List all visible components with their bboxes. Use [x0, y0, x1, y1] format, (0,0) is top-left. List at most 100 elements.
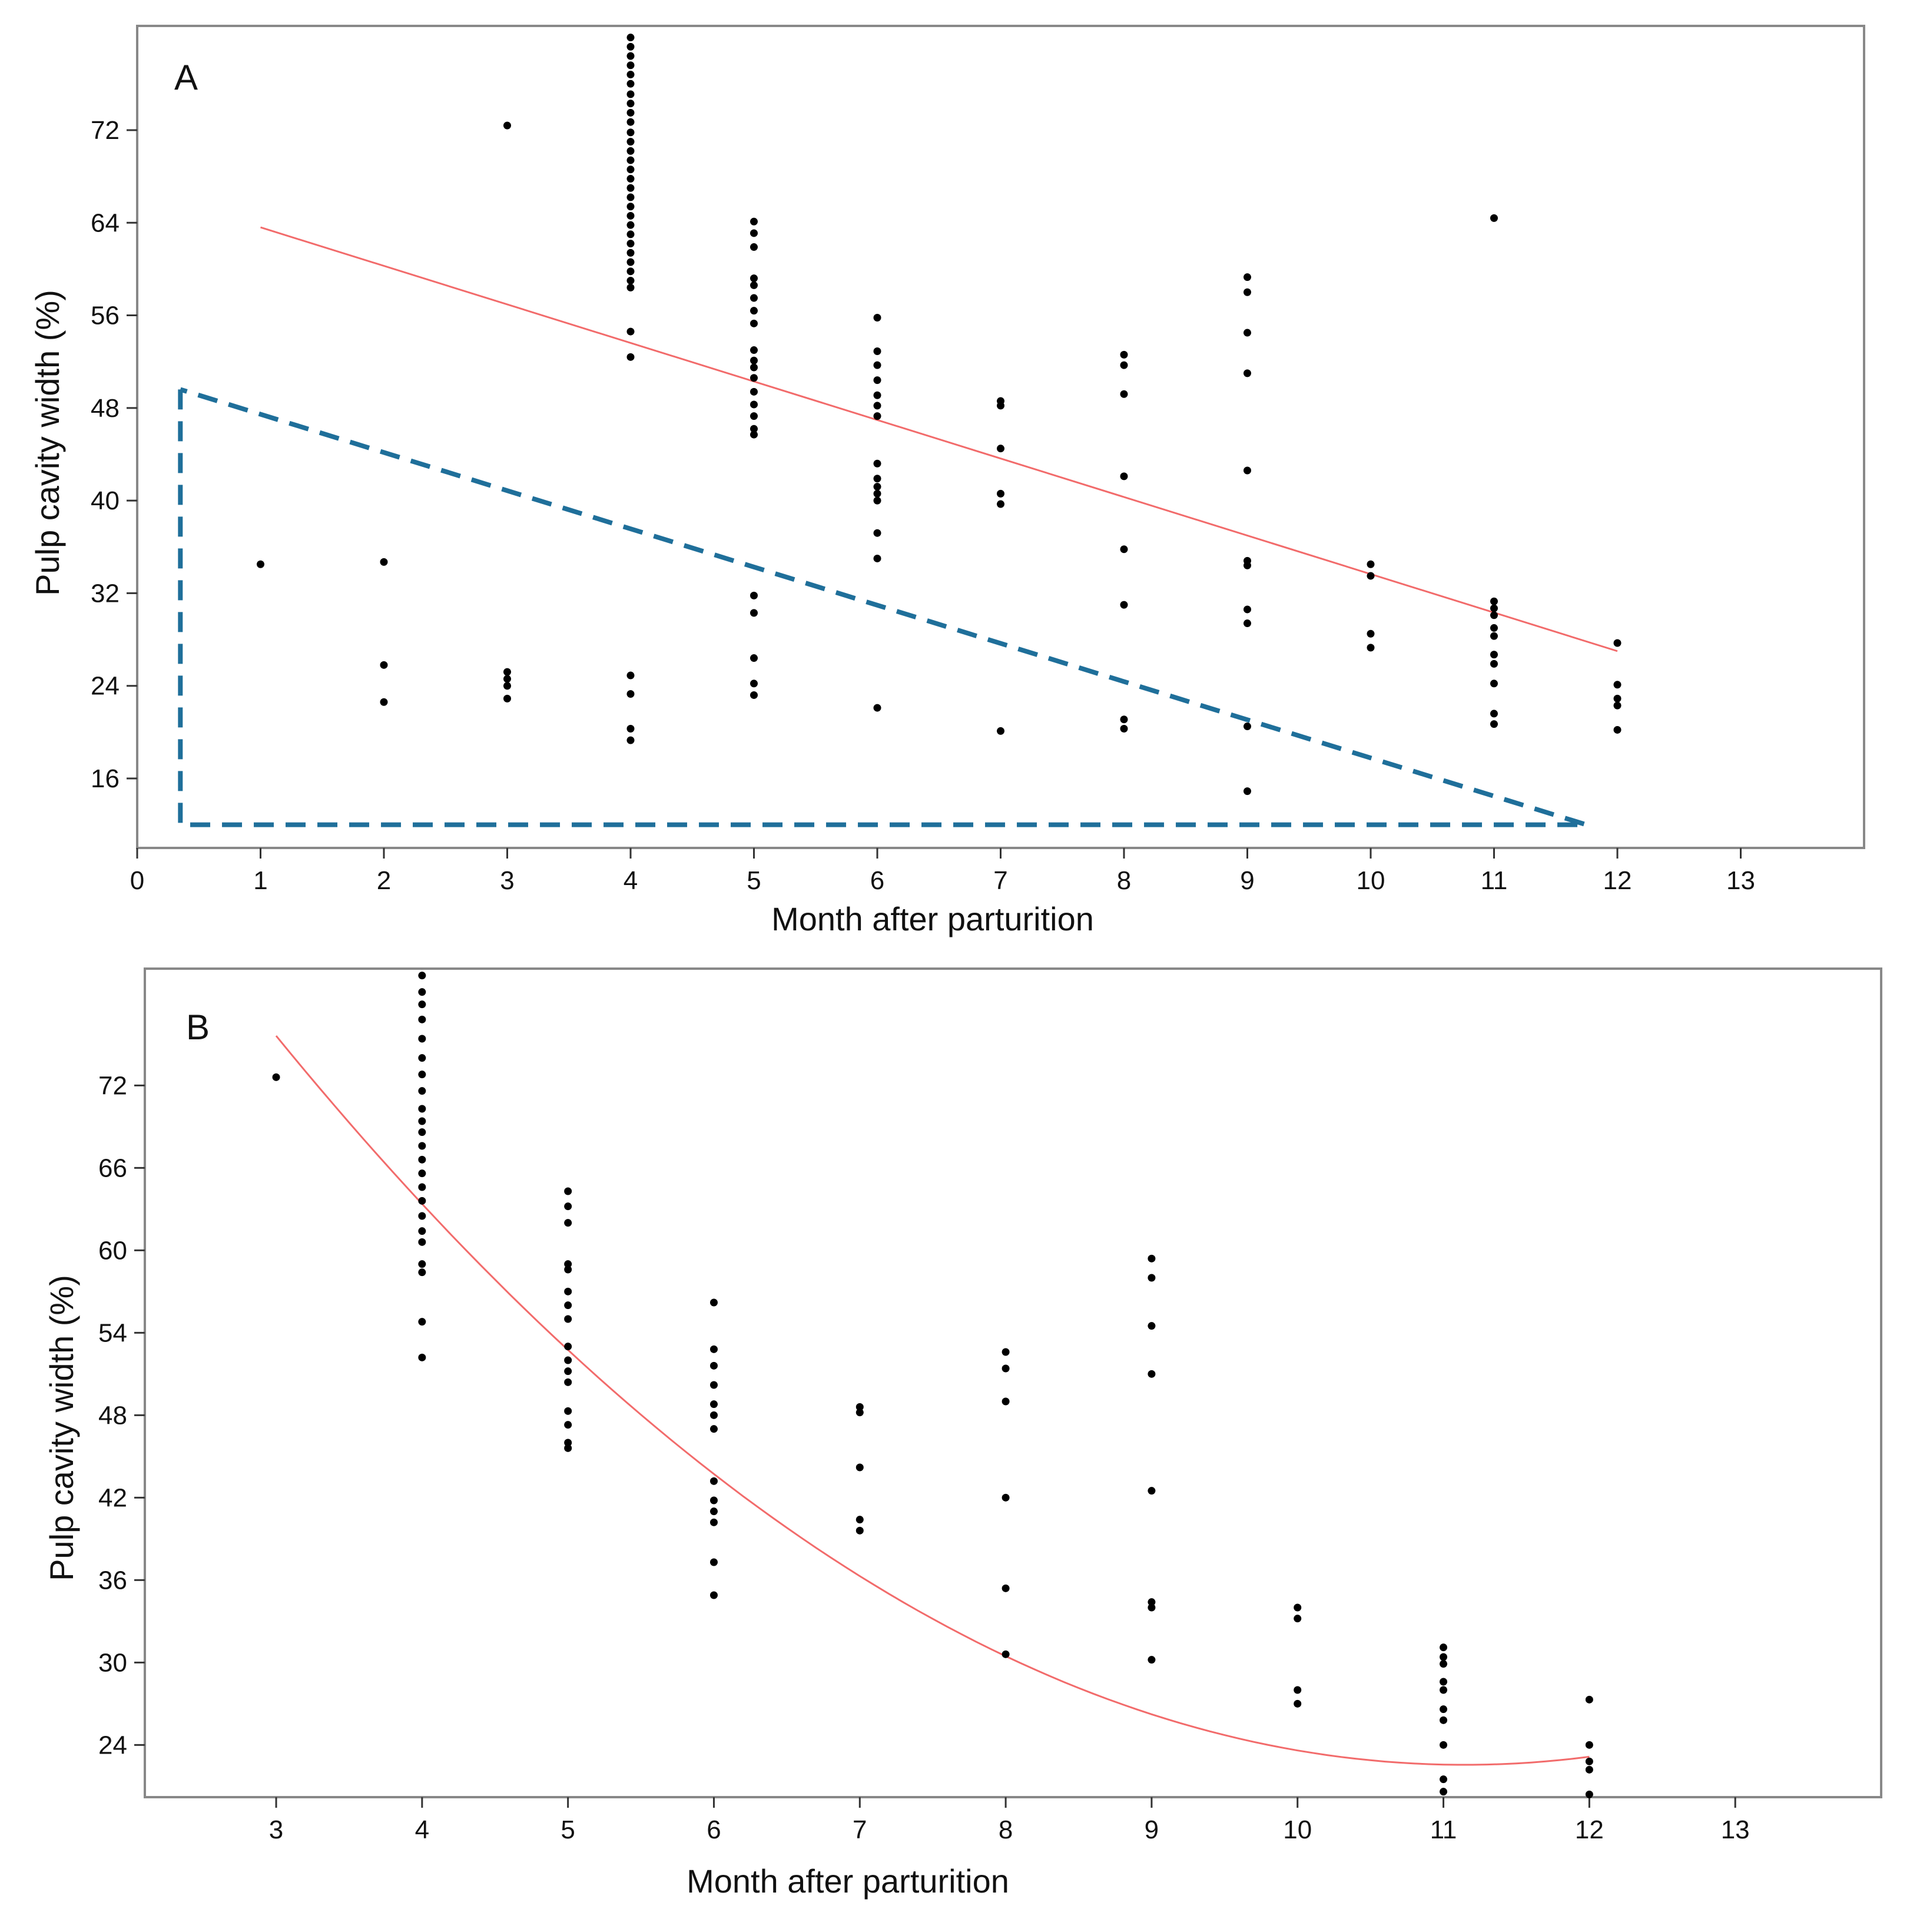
panel-b-data-point	[709, 1507, 718, 1516]
panel-a-y-tick-label: 56	[91, 301, 120, 330]
panel-b-data-point	[418, 1128, 426, 1136]
panel-a-data-point	[750, 680, 758, 688]
panel-b-data-point	[1440, 1775, 1448, 1784]
panel-a-x-tick-label: 9	[1240, 866, 1254, 895]
panel-a-data-point	[626, 327, 635, 336]
panel-a-data-point	[873, 475, 881, 483]
panel-a-data-point	[1244, 723, 1251, 731]
panel-a-data-point	[626, 128, 635, 137]
panel-b-data-point	[1002, 1397, 1010, 1406]
panel-a-data-point	[626, 248, 635, 257]
panel-a-dashed-region	[178, 387, 1587, 827]
panel-a-data-point	[626, 118, 635, 126]
panel-a-data-point	[750, 654, 758, 662]
panel-b-fit-curve	[275, 1035, 1590, 1766]
panel-a-data-point	[750, 346, 758, 354]
panel-a-data-point	[626, 230, 635, 238]
panel-a-data-point	[1367, 560, 1375, 568]
panel-a-x-tick-label: 8	[1117, 866, 1131, 895]
panel-a-data-point	[1244, 288, 1251, 296]
panel-a-data-point	[626, 283, 635, 291]
panel-b-data-point	[418, 1155, 426, 1164]
panel-b-data-point	[564, 1343, 572, 1351]
panel-a-x-ticks: 0 1 2 3 4 5 6 7 8 9 10 11 12 13	[130, 848, 1755, 895]
panel-a-data-point	[503, 121, 511, 130]
panel-a-y-tick-label: 24	[91, 672, 120, 701]
panel-a-x-tick-label: 12	[1603, 866, 1632, 895]
panel-b-data-point	[418, 1105, 426, 1113]
panel-b-data-point	[418, 988, 426, 996]
panel-b-data-point	[564, 1378, 572, 1386]
panel-b-x-tick-label: 6	[707, 1815, 721, 1844]
panel-a-data-point	[997, 727, 1004, 735]
panel-b-x-tick-label: 11	[1430, 1815, 1457, 1844]
panel-b-data-point	[855, 1516, 864, 1524]
panel-b-data-point	[564, 1260, 572, 1268]
panel-a-data-point	[380, 558, 388, 566]
panel-b-data-point	[1148, 1603, 1156, 1612]
panel-a-data-point	[750, 356, 758, 364]
panel-a-data-point	[626, 221, 635, 229]
panel-a-data-point	[1490, 611, 1498, 619]
panel-a-y-tick-label: 16	[91, 764, 120, 793]
panel-b-data-point	[1148, 1274, 1156, 1282]
panel-a-data-point	[626, 258, 635, 266]
panel-a-data-point	[1367, 629, 1375, 638]
panel-b-y-ticks: 24 30 36 42 48 54 60 66 72	[98, 1071, 145, 1759]
panel-b-data-point	[1440, 1686, 1448, 1694]
panel-a-data-point	[1613, 701, 1621, 710]
panel-a-data-point	[1244, 369, 1251, 377]
panel-b-data-point	[1440, 1741, 1448, 1749]
panel-b-data-point	[418, 1142, 426, 1150]
panel-b-y-tick-label: 30	[98, 1648, 127, 1677]
panel-a-x-tick-label: 5	[747, 866, 761, 895]
panel-b-x-tick-label: 7	[853, 1815, 867, 1844]
panel-b-data-point	[1440, 1705, 1448, 1714]
panel-a-y-tick-label: 32	[91, 579, 120, 608]
panel-a-data-point	[750, 374, 758, 382]
panel-a-y-tick-label: 64	[91, 208, 120, 237]
panel-b-data-point	[1002, 1493, 1010, 1502]
panel-b-data-point	[564, 1367, 572, 1376]
panel-a-data-point	[626, 156, 635, 164]
panel-a-data-point	[873, 483, 881, 491]
panel-a-data-point	[1613, 725, 1621, 734]
panel-a-data-point	[750, 307, 758, 315]
panel-b-data-point	[855, 1409, 864, 1417]
panel-a-frame	[136, 25, 1865, 849]
panel-a-data-point	[626, 108, 635, 117]
panel-a-data-point	[750, 412, 758, 420]
panel-b-data-point	[564, 1187, 572, 1195]
panel-a-data-point	[626, 79, 635, 88]
panel-a-data-point	[626, 147, 635, 155]
panel-b-data-point	[418, 1227, 426, 1235]
panel-a-data-point	[626, 267, 635, 276]
panel-a-data-point	[626, 100, 635, 108]
panel-a-x-tick-label: 13	[1726, 866, 1755, 895]
panel-b-data-point	[418, 1238, 426, 1246]
panel-a-data-point	[1244, 561, 1251, 569]
panel-a-data-point	[1120, 601, 1128, 609]
panel-b-data-point	[418, 1260, 426, 1268]
panel-a-label: A	[174, 58, 198, 97]
panel-b-data-point	[1002, 1584, 1010, 1592]
panel-a-data-point	[257, 560, 264, 568]
panel-b-y-tick-label: 36	[98, 1566, 127, 1595]
panel-a-data-point	[1490, 660, 1498, 668]
panel-a-data-point	[1244, 273, 1251, 281]
panel-a-data-point	[1367, 644, 1375, 652]
panel-a-data-point	[1490, 710, 1498, 718]
panel-b-x-tick-label: 5	[561, 1815, 575, 1844]
panel-b-data-point	[418, 1197, 426, 1205]
panel-a-data-point	[1490, 624, 1498, 632]
panel-b-x-tick-label: 10	[1283, 1815, 1312, 1844]
panel-a-data-point	[503, 668, 511, 676]
panel-b-x-tick-label: 12	[1575, 1815, 1604, 1844]
panel-b-data-point	[1002, 1650, 1010, 1658]
panel-b-y-tick-label: 60	[98, 1236, 127, 1265]
panel-a-data-point	[1490, 214, 1498, 222]
panel-a-x-tick-label: 7	[993, 866, 1007, 895]
panel-b-y-tick-label: 66	[98, 1154, 127, 1182]
panel-b-data-point	[1585, 1790, 1593, 1798]
panel-a-x-tick-label: 0	[130, 866, 144, 895]
